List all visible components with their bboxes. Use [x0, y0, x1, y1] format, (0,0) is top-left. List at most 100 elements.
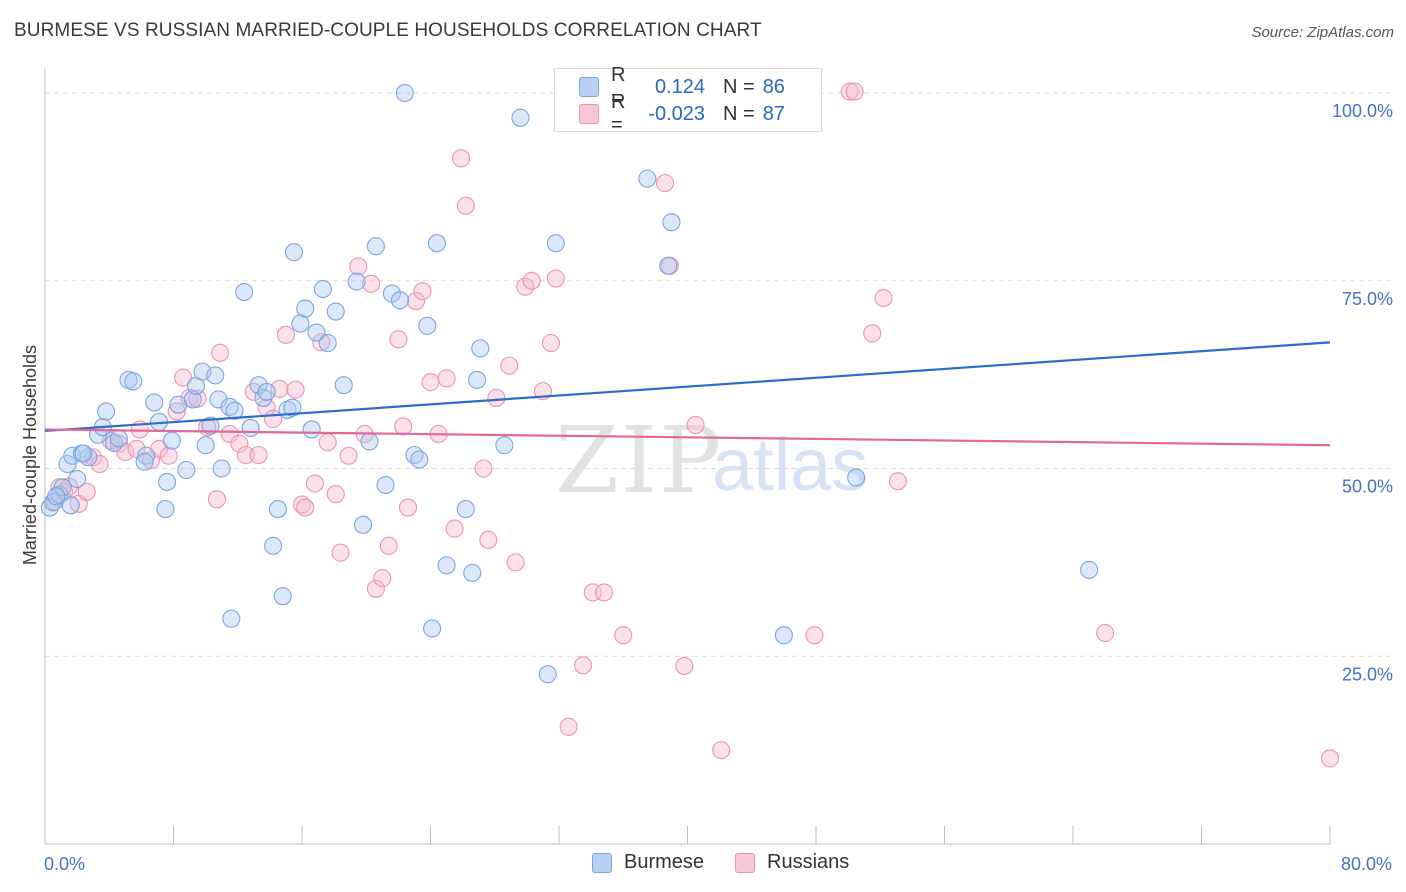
russians-point [292, 495, 312, 514]
russians-point [207, 490, 226, 509]
x-tick-label-max: 80.0% [1341, 854, 1392, 874]
legend-item-russians[interactable]: Russians [735, 851, 849, 874]
russians-point [456, 196, 475, 215]
russians-point [686, 415, 705, 435]
burmese-point [1080, 560, 1099, 579]
burmese-point [53, 478, 72, 497]
russians-point [127, 439, 146, 459]
russians-points [45, 82, 1340, 768]
burmese-point [418, 316, 437, 335]
axes [44, 68, 1331, 845]
burmese-point [313, 279, 332, 299]
russians-point [546, 269, 565, 288]
russians-r-value: -0.023 [648, 102, 705, 125]
burmese-point [495, 436, 514, 455]
russians-point [318, 433, 337, 452]
burmese-point [376, 475, 395, 495]
burmese-r-value: 0.124 [654, 75, 705, 98]
burmese-point [427, 234, 446, 253]
legend-row-russians: R = -0.023 N = 87 [579, 91, 785, 136]
russians-point [77, 482, 96, 501]
russians-point [230, 434, 249, 453]
burmese-point [511, 108, 530, 127]
y-axis-label: Married-couple Households [20, 345, 40, 565]
burmese-point [241, 418, 260, 438]
russians-point [506, 553, 525, 572]
russians-point [211, 343, 230, 362]
burmese-point [162, 431, 181, 450]
russians-point [220, 424, 239, 444]
russians-point [1096, 623, 1115, 643]
russians-point [373, 569, 392, 588]
russians-point [90, 454, 109, 474]
burmese-point [109, 429, 128, 448]
russians-point [84, 448, 103, 467]
russians-point [712, 741, 731, 760]
burmese-legend-label: Burmese [624, 851, 705, 873]
russians-point [276, 325, 295, 344]
russians-n-value: 87 [762, 102, 785, 125]
russians-point [863, 324, 882, 343]
russians-point [362, 274, 381, 293]
burmese-point [145, 393, 164, 412]
burmese-point [302, 420, 321, 439]
russians-point [389, 330, 408, 349]
russians-point [479, 530, 498, 549]
russians-point [296, 498, 315, 517]
burmese-point [437, 556, 456, 575]
burmese-point [847, 468, 866, 487]
russians-point [413, 282, 432, 301]
burmese-point [283, 398, 302, 417]
russians-point [845, 82, 864, 101]
correlation-legend: R = 0.124 N = 86 R = -0.023 N = 87 [554, 64, 822, 136]
burmese-n-value: 86 [762, 75, 785, 98]
russians-point [522, 271, 541, 290]
russians-point [655, 174, 675, 193]
russians-point [312, 333, 331, 352]
burmese-point [468, 370, 487, 389]
burmese-point [74, 444, 93, 463]
burmese-point [273, 587, 292, 606]
russians-point [326, 484, 345, 504]
burmese-point [353, 515, 373, 534]
burmese-point [307, 323, 326, 342]
russians-point [339, 446, 358, 465]
burmese-point [196, 436, 215, 455]
burmese-point [395, 83, 414, 103]
burmese-point [135, 452, 154, 471]
watermark-zip: ZIP [555, 407, 723, 514]
burmese-swatch [579, 77, 599, 97]
russians-point [500, 356, 519, 375]
legend-item-burmese[interactable]: Burmese [592, 851, 704, 874]
burmese-point [360, 432, 379, 451]
burmese-point [206, 366, 225, 385]
russians-swatch [579, 104, 599, 124]
x-tick-label-min: 0.0% [44, 854, 85, 874]
burmese-point [156, 500, 175, 519]
burmese-point [47, 487, 66, 506]
burmese-n-label: N = [723, 75, 755, 98]
trend-lines [44, 341, 1331, 447]
burmese-point [212, 459, 231, 478]
burmese-point [456, 500, 475, 519]
burmese-point [423, 619, 442, 638]
burmese-point [291, 314, 310, 333]
x-tick-labels: 0.0% 80.0% [44, 854, 1392, 874]
burmese-point [225, 401, 244, 420]
russians-point [406, 291, 426, 311]
russians-point [286, 380, 305, 399]
burmese-point [124, 372, 143, 391]
russians-point [445, 519, 464, 538]
russians-point [159, 446, 178, 465]
russians-point [421, 373, 440, 392]
burmese-point [222, 609, 241, 628]
russians-point [474, 459, 493, 478]
russians-point [305, 474, 324, 493]
burmese-point [318, 334, 337, 353]
burmese-point [638, 169, 657, 188]
russians-point [840, 82, 859, 101]
burmese-point [471, 339, 490, 358]
burmese-point [137, 446, 156, 465]
russians-point [594, 583, 614, 602]
russians-point [805, 626, 824, 645]
